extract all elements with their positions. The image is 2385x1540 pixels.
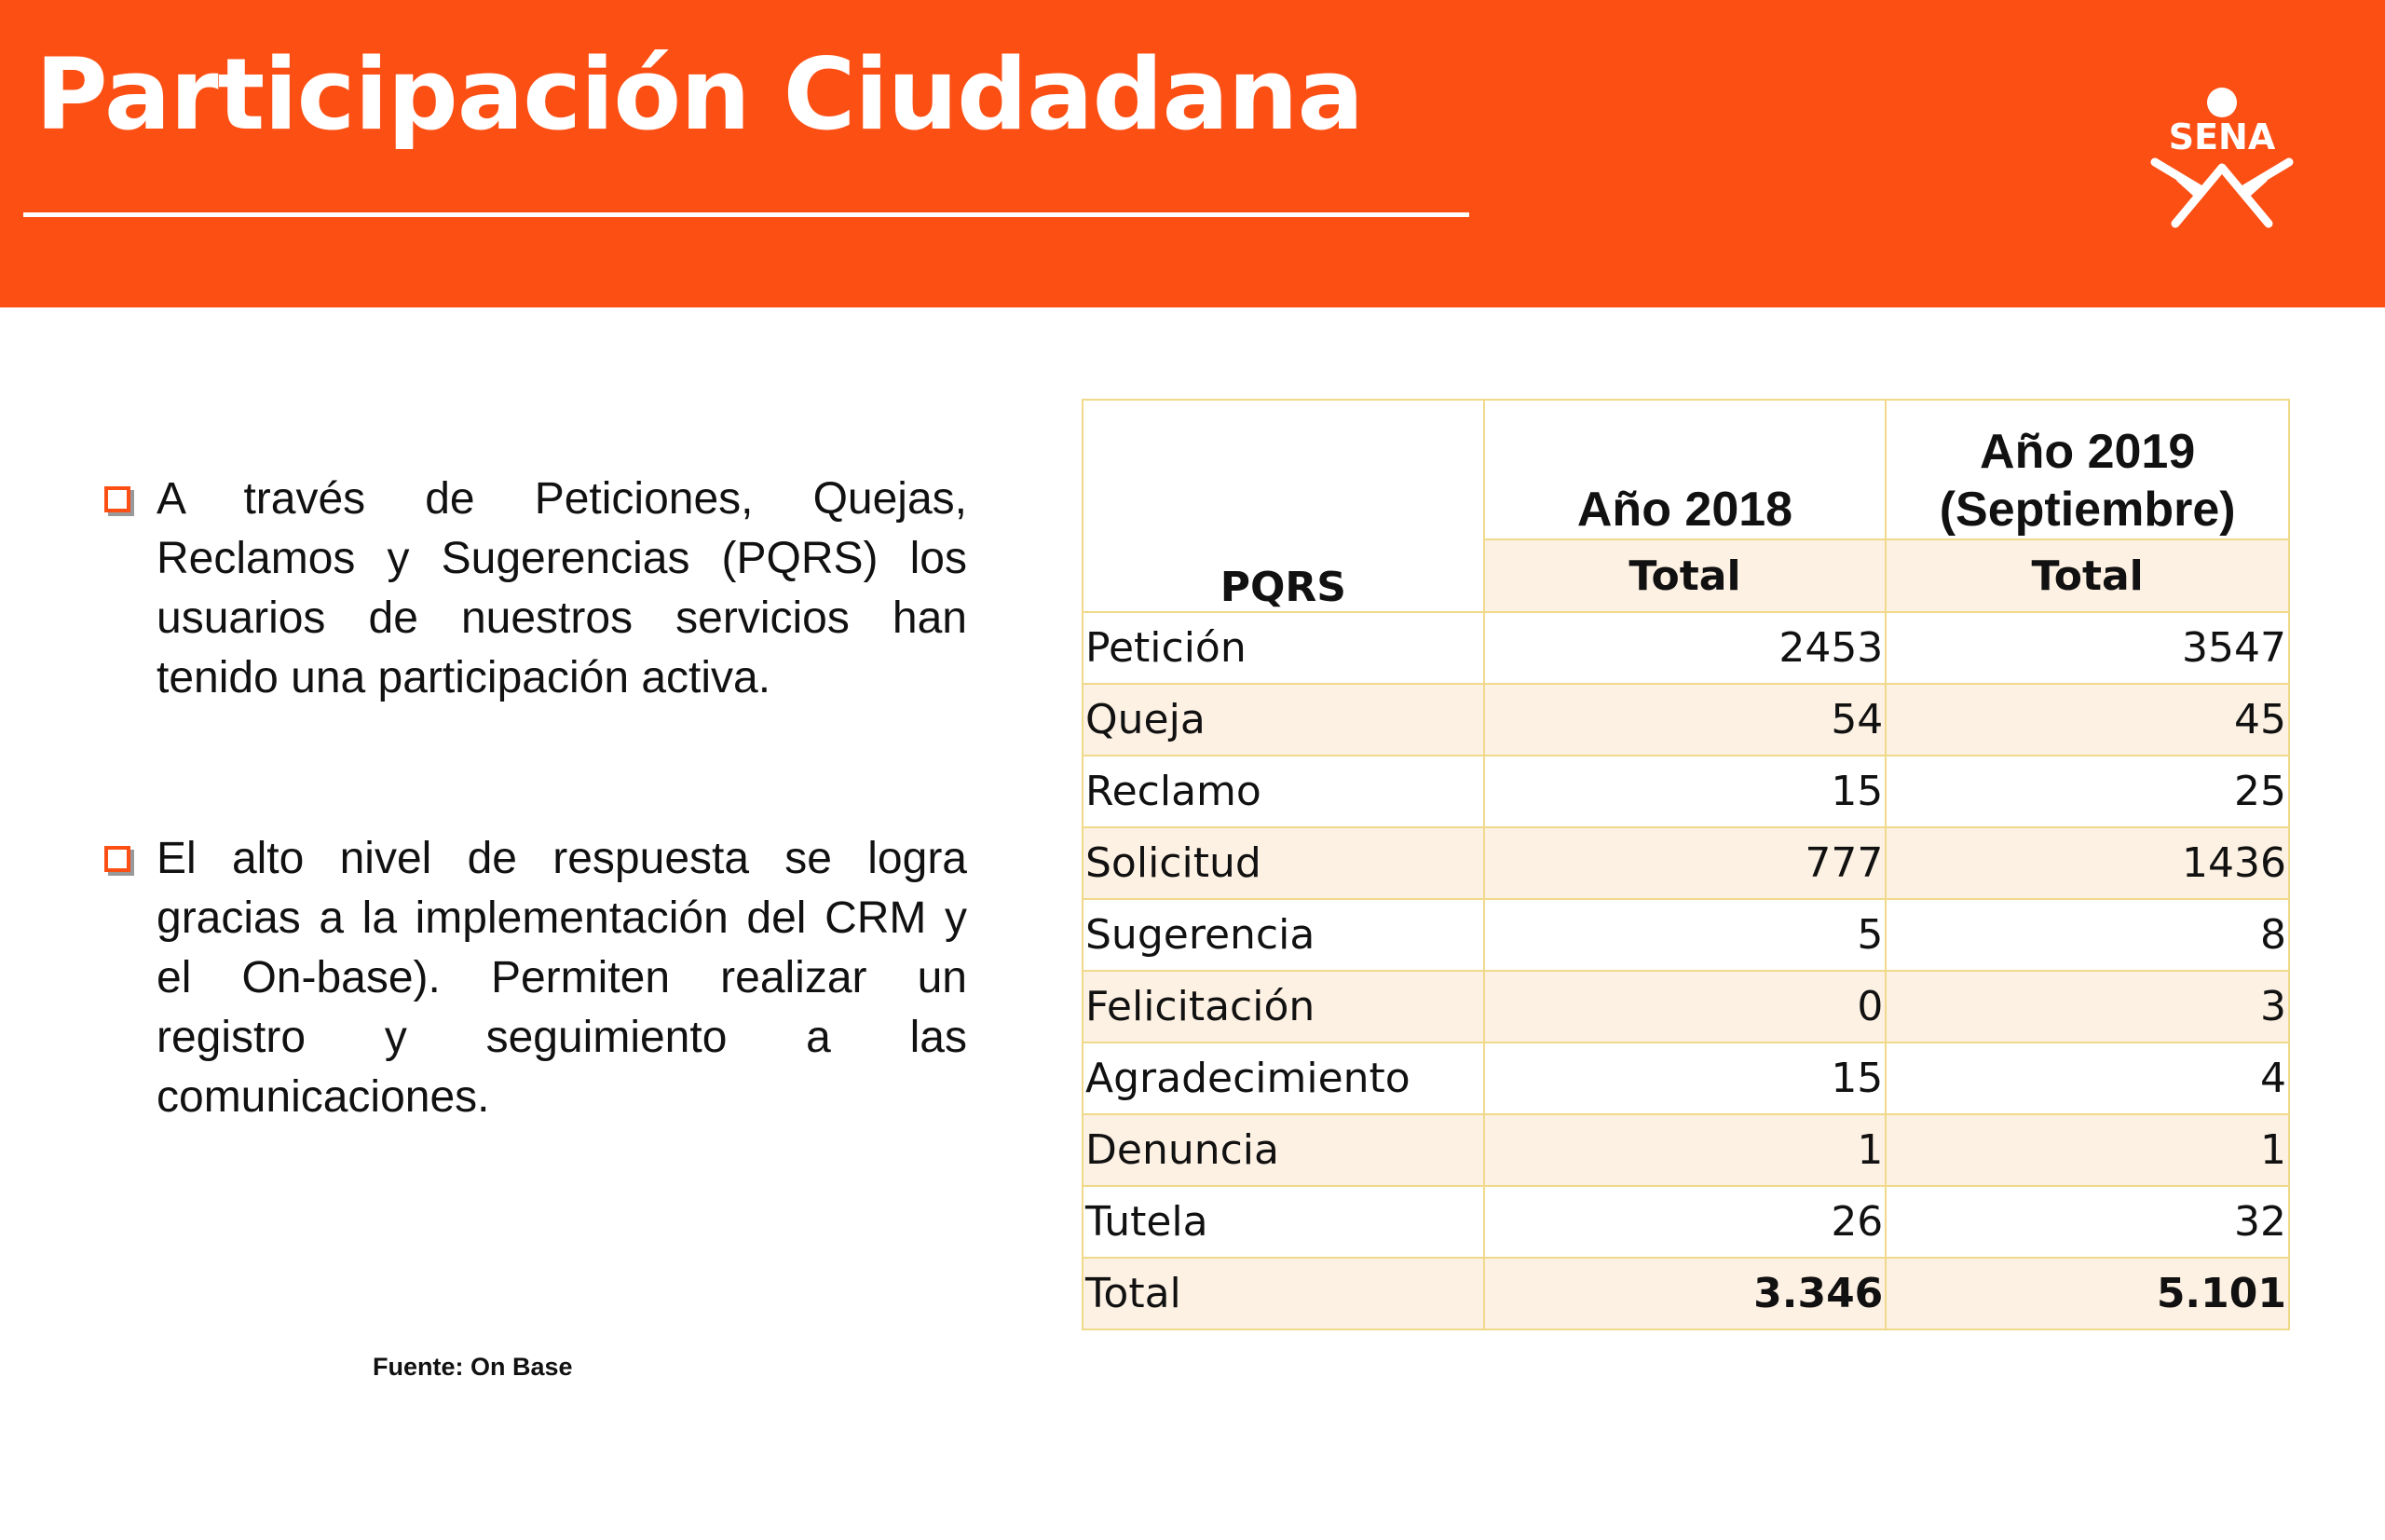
- table-row: Sugerencia 5 8: [1082, 898, 2290, 972]
- title-underline: [23, 212, 1469, 217]
- row-value-2019: 8: [1885, 898, 2290, 972]
- row-label: Denuncia: [1082, 1113, 1485, 1187]
- row-label: Total: [1082, 1257, 1485, 1330]
- logo-text: SENA: [2169, 116, 2276, 157]
- row-label: Felicitación: [1082, 970, 1485, 1043]
- row-value-2018: 54: [1482, 683, 1888, 756]
- table-subheader-total-2018: Total: [1482, 538, 1888, 613]
- pqrs-table: PQRS Año 2018 Año 2019 (Septiembre) Tota…: [1082, 399, 2290, 1330]
- row-label: Solicitud: [1082, 826, 1485, 900]
- row-value-2018: 15: [1482, 755, 1888, 828]
- row-label: Queja: [1082, 683, 1485, 756]
- row-value-2019: 25: [1885, 755, 2290, 828]
- row-value-2019: 5.101: [1885, 1257, 2290, 1330]
- bullet-text: El alto nivel de respuesta se logra grac…: [157, 834, 967, 1122]
- table-header-2019: Año 2019 (Septiembre): [1885, 399, 2290, 540]
- row-label: Agradecimiento: [1082, 1042, 1485, 1115]
- row-value-2019: 4: [1885, 1042, 2290, 1115]
- table-row: Total 3.346 5.101: [1082, 1257, 2290, 1330]
- row-value-2018: 777: [1482, 826, 1888, 900]
- table-row: Felicitación 0 3: [1082, 970, 2290, 1043]
- checkbox-bullet-icon: [104, 846, 130, 872]
- row-value-2018: 5: [1482, 898, 1888, 972]
- row-label: Tutela: [1082, 1185, 1485, 1259]
- row-value-2019: 1436: [1885, 826, 2290, 900]
- row-value-2018: 0: [1482, 970, 1888, 1043]
- row-value-2019: 45: [1885, 683, 2290, 756]
- checkbox-bullet-icon: [104, 486, 130, 512]
- row-value-2019: 32: [1885, 1185, 2290, 1259]
- table-row: Agradecimiento 15 4: [1082, 1042, 2290, 1115]
- table-row: Petición 2453 3547: [1082, 611, 2290, 685]
- bullet-item: A través de Peticiones, Quejas, Reclamos…: [101, 470, 967, 708]
- source-note: Fuente: On Base: [373, 1353, 573, 1381]
- row-value-2019: 3547: [1885, 611, 2290, 685]
- row-value-2019: 1: [1885, 1113, 2290, 1187]
- row-label: Sugerencia: [1082, 898, 1485, 972]
- table-body: Petición 2453 3547 Queja 54 45 Reclamo 15 25 Soli…: [1082, 611, 2290, 1330]
- row-value-2018: 15: [1482, 1042, 1888, 1115]
- table-row: Reclamo 15 25: [1082, 755, 2290, 828]
- table-row: Denuncia 1 1: [1082, 1113, 2290, 1187]
- row-label: Reclamo: [1082, 755, 1485, 828]
- table-row: Tutela 26 32: [1082, 1185, 2290, 1259]
- row-value-2019: 3: [1885, 970, 2290, 1043]
- row-value-2018: 2453: [1482, 611, 1888, 685]
- row-value-2018: 1: [1482, 1113, 1888, 1187]
- row-label: Petición: [1082, 611, 1485, 685]
- bullet-item: El alto nivel de respuesta se logra grac…: [101, 829, 967, 1127]
- row-value-2018: 26: [1482, 1185, 1888, 1259]
- table-row: Solicitud 777 1436: [1082, 826, 2290, 900]
- table-row: Queja 54 45: [1082, 683, 2290, 756]
- table-header-2018: Año 2018: [1482, 399, 1888, 540]
- page-title: Participación Ciudadana: [35, 37, 1364, 152]
- table-subheader-total-2019: Total: [1885, 538, 2290, 613]
- row-value-2018: 3.346: [1482, 1257, 1888, 1330]
- bullet-list: A través de Peticiones, Quejas, Reclamos…: [101, 470, 967, 1127]
- sena-logo: SENA: [2150, 88, 2294, 228]
- table-header-pqrs: PQRS: [1082, 399, 1485, 613]
- bullet-text: A través de Peticiones, Quejas, Reclamos…: [157, 474, 967, 702]
- header-banner: Participación Ciudadana SENA: [0, 0, 2385, 307]
